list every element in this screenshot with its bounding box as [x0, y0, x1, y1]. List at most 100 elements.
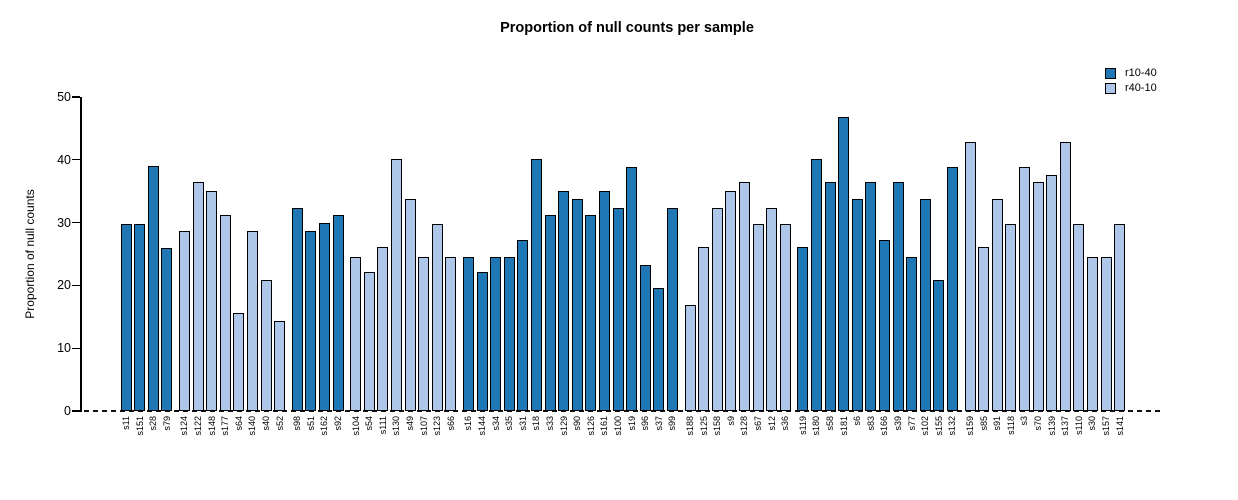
- y-tick-mark: [72, 410, 80, 412]
- x-tick-label: s104: [350, 416, 361, 436]
- x-tick-label: s19: [626, 416, 637, 431]
- bar: [404, 199, 416, 411]
- bar: [503, 257, 515, 411]
- bar: [445, 257, 457, 411]
- x-tick-label: s18: [531, 416, 542, 431]
- x-tick-label: s111: [377, 416, 388, 435]
- bar: [291, 207, 303, 411]
- x-tick-label: s139: [1046, 416, 1057, 436]
- bar: [305, 231, 317, 411]
- bar: [964, 142, 976, 411]
- y-tick-mark: [72, 347, 80, 349]
- bar: [684, 304, 696, 411]
- bar: [462, 257, 474, 411]
- bar: [161, 247, 173, 411]
- x-tick-label: s148: [206, 416, 217, 436]
- bar: [206, 191, 218, 411]
- bar: [332, 215, 344, 411]
- x-tick-label: s52: [274, 416, 285, 431]
- x-tick-label: s130: [391, 416, 402, 436]
- y-tick-label: 20: [57, 278, 71, 293]
- x-tick-label: s3: [1019, 416, 1030, 426]
- x-tick-label: s144: [477, 416, 487, 436]
- x-tick-label: s98: [292, 416, 303, 431]
- bar: [946, 166, 958, 411]
- legend-swatch-icon: [1105, 83, 1116, 94]
- bar: [978, 247, 990, 411]
- x-tick-label: s158: [712, 416, 723, 436]
- x-tick-label: s132: [947, 416, 958, 436]
- x-tick-label: s100: [613, 416, 623, 436]
- bar: [363, 272, 375, 411]
- bar: [738, 182, 750, 411]
- bar: [192, 182, 204, 411]
- x-tick-label: s12: [766, 416, 777, 431]
- x-tick-label: s9: [725, 416, 736, 426]
- bar: [1005, 223, 1017, 411]
- x-tick-label: s157: [1101, 416, 1111, 436]
- x-tick-label: s90: [572, 416, 583, 431]
- x-tick-label: s77: [906, 416, 917, 431]
- y-tick-label: 30: [57, 215, 71, 230]
- bar: [838, 117, 850, 411]
- x-tick-label: s30: [1087, 416, 1098, 431]
- x-tick-label: s40: [261, 416, 271, 431]
- bar: [1018, 166, 1030, 411]
- bar: [626, 166, 638, 411]
- bar: [1032, 182, 1044, 411]
- bar: [246, 231, 258, 411]
- bar: [585, 215, 597, 411]
- x-tick-label: s39: [893, 416, 903, 431]
- x-tick-label: s122: [193, 416, 203, 436]
- bar: [779, 223, 791, 411]
- x-tick-label: s161: [599, 416, 610, 436]
- x-tick-label: s96: [640, 416, 651, 431]
- legend-label: r40-10: [1125, 82, 1157, 94]
- bar: [797, 247, 809, 411]
- bar: [598, 191, 610, 411]
- bar: [147, 166, 159, 411]
- x-tick-label: s110: [1073, 416, 1084, 435]
- y-axis-line: [80, 97, 82, 412]
- x-tick-label: s125: [698, 416, 709, 436]
- x-tick-label: s129: [558, 416, 569, 436]
- bar: [639, 264, 651, 411]
- bar: [1059, 142, 1071, 411]
- bar: [571, 199, 583, 411]
- y-tick-mark: [72, 221, 80, 224]
- bar: [1073, 223, 1085, 411]
- x-tick-label: s91: [992, 416, 1003, 431]
- bar: [1100, 257, 1112, 411]
- x-tick-label: s177: [220, 416, 231, 436]
- bar: [318, 222, 330, 411]
- bar: [810, 159, 822, 411]
- x-tick-label: s180: [811, 416, 822, 436]
- bar: [1046, 174, 1058, 411]
- x-tick-label: s31: [517, 416, 528, 431]
- x-tick-label: s11: [121, 416, 131, 430]
- x-tick-label: s6: [852, 416, 863, 426]
- x-tick-label: s166: [879, 416, 890, 436]
- bar: [711, 207, 723, 411]
- bar: [558, 191, 570, 411]
- x-tick-label: s37: [653, 416, 664, 431]
- legend-swatch-icon: [1105, 68, 1116, 79]
- bar: [766, 207, 778, 411]
- x-tick-label: s107: [418, 416, 429, 436]
- bar: [919, 199, 931, 411]
- bar: [752, 223, 764, 411]
- bar: [178, 231, 190, 411]
- chart-title: Proportion of null counts per sample: [500, 20, 754, 36]
- x-tick-label: s79: [161, 416, 172, 431]
- x-tick-label: s137: [1060, 416, 1071, 436]
- y-tick-label: 0: [64, 404, 71, 418]
- x-tick-label: s85: [978, 416, 989, 431]
- x-tick-label: s28: [148, 416, 159, 431]
- bar: [350, 257, 362, 411]
- x-tick-label: s128: [739, 416, 750, 436]
- bar: [725, 191, 737, 411]
- x-tick-label: s51: [305, 416, 316, 431]
- x-tick-label: s119: [797, 416, 808, 435]
- x-tick-label: s155: [933, 416, 944, 436]
